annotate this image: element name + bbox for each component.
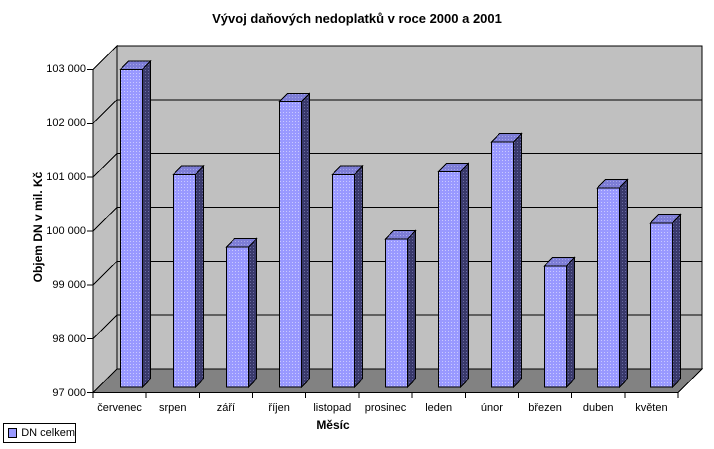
bar-top-face (596, 178, 629, 189)
x-tick-label: leden (425, 402, 453, 414)
bar-top-face (437, 162, 470, 173)
x-tick-label: duben (582, 402, 614, 414)
bar-front-face (597, 187, 620, 388)
bar-side-face (566, 256, 575, 389)
bar-front-face (438, 171, 461, 388)
bar-top-face (384, 230, 417, 240)
bar-side-face (248, 237, 257, 389)
bar-side-face (460, 162, 469, 389)
y-tick-label: 103 000 (46, 63, 86, 76)
bar-front-face (279, 101, 302, 388)
y-tick-label: 102 000 (46, 117, 86, 130)
bar-side-face (142, 59, 151, 389)
x-tick-label: květen (635, 402, 668, 414)
bar-side-face (672, 213, 681, 389)
x-tick-label: září (216, 402, 236, 414)
bar-side-face (619, 178, 628, 389)
bar-front-face (544, 265, 567, 388)
y-tick-label: 100 000 (46, 224, 86, 237)
bar-front-face (650, 222, 673, 388)
bar-říjen (278, 92, 311, 389)
bar-květen (649, 213, 682, 389)
bar-side-face (407, 229, 416, 389)
bar-duben (596, 178, 629, 389)
y-tick-label: 97 000 (52, 386, 86, 399)
bar-front-face (491, 141, 514, 388)
bar-září (225, 237, 258, 389)
bar-front-face (332, 173, 355, 388)
bar-březen (543, 256, 576, 389)
left-wall-gridline (92, 314, 118, 340)
bar-front-face (385, 238, 408, 388)
y-tick-label: 99 000 (52, 278, 86, 291)
bar-side-face (354, 164, 363, 389)
bar-červenec (119, 59, 152, 389)
bar-top-face (490, 133, 523, 143)
bar-side-face (301, 92, 310, 389)
x-tick-label: srpen (159, 402, 187, 414)
x-axis-title: Měsíc (316, 418, 350, 432)
bar-side-face (195, 164, 204, 389)
legend-swatch-icon (8, 428, 18, 438)
bar-listopad (331, 164, 364, 389)
y-tick-label: 98 000 (52, 332, 86, 345)
bar-front-face (173, 173, 196, 388)
bar-leden (437, 162, 470, 389)
bar-prosinec (384, 229, 417, 389)
legend: DN celkem (3, 423, 76, 443)
bar-side-face (513, 132, 522, 389)
bar-top-face (543, 257, 576, 267)
bar-top-face (172, 165, 205, 175)
x-tick-label: březen (528, 402, 562, 414)
bar-top-face (119, 60, 152, 70)
left-wall-gridline (92, 99, 118, 124)
left-wall-gridline (92, 153, 118, 178)
bar-front-face (120, 68, 143, 388)
bar-front-face (226, 246, 249, 388)
chart-title: Vývoj daňových nedoplatků v roce 2000 a … (212, 11, 502, 26)
x-tick-label: únor (480, 402, 503, 414)
bar-top-face (225, 238, 258, 248)
bar-top-face (649, 213, 682, 224)
bar-srpen (172, 164, 205, 389)
x-tick-label: prosinec (364, 402, 407, 414)
x-tick-label: listopad (313, 402, 352, 414)
x-tick-label: červenec (97, 402, 142, 414)
legend-label: DN celkem (21, 427, 75, 439)
bar-top-face (331, 165, 364, 175)
bar-únor (490, 132, 523, 389)
y-tick-label: 101 000 (46, 171, 86, 184)
bar-top-face (278, 92, 311, 103)
x-tick-label: říjen (268, 402, 290, 414)
left-wall-gridline (92, 207, 118, 232)
left-wall-gridline (92, 260, 118, 286)
